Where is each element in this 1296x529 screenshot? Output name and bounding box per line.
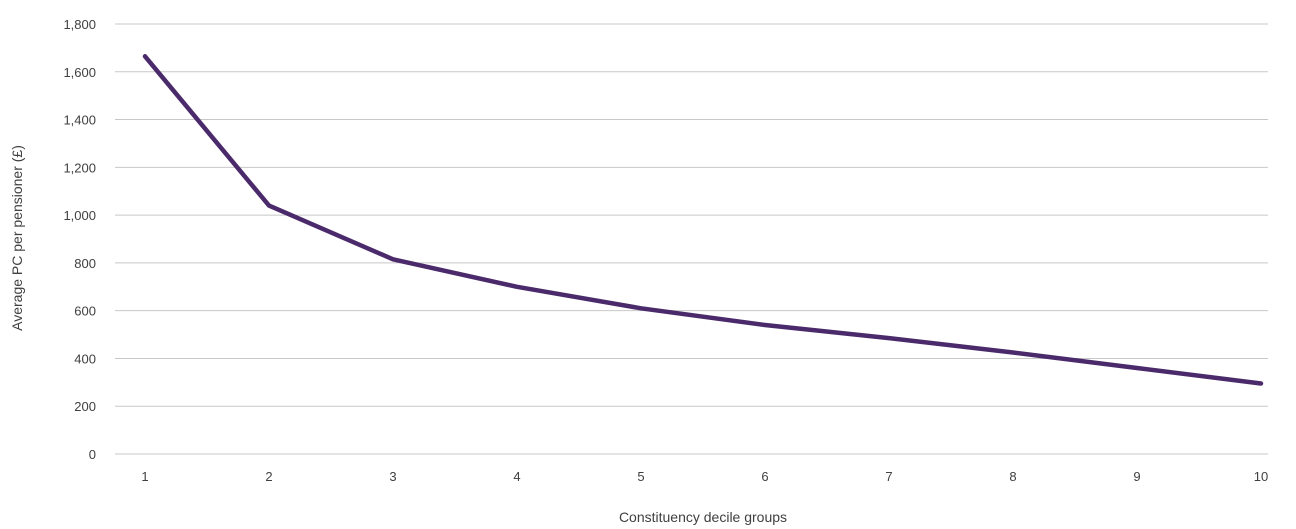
x-tick-label: 3 (389, 469, 396, 484)
y-tick-label: 400 (74, 351, 96, 366)
x-tick-label: 7 (885, 469, 892, 484)
y-axis-ticks: 0 200 400 600 800 1,000 1,200 1,400 1,600 1,800 (63, 17, 96, 462)
y-tick-label: 1,600 (63, 65, 96, 80)
x-axis-ticks: 1 2 3 4 5 6 7 8 9 10 (141, 469, 1268, 484)
x-tick-label: 10 (1254, 469, 1268, 484)
y-tick-label: 1,400 (63, 113, 96, 128)
x-tick-label: 8 (1009, 469, 1016, 484)
x-tick-label: 1 (141, 469, 148, 484)
x-tick-label: 2 (265, 469, 272, 484)
x-tick-label: 5 (637, 469, 644, 484)
y-tick-label: 1,800 (63, 17, 96, 32)
y-tick-label: 1,000 (63, 208, 96, 223)
y-tick-label: 600 (74, 304, 96, 319)
x-tick-label: 9 (1133, 469, 1140, 484)
y-axis-title: Average PC per pensioner (£) (9, 145, 25, 331)
x-tick-label: 4 (513, 469, 520, 484)
y-tick-label: 800 (74, 256, 96, 271)
y-tick-label: 0 (89, 447, 96, 462)
series-line (142, 54, 1264, 386)
x-axis-title: Constituency decile groups (619, 509, 787, 525)
x-tick-label: 6 (761, 469, 768, 484)
series-layer (142, 54, 1264, 386)
y-tick-label: 200 (74, 399, 96, 414)
y-tick-label: 1,200 (63, 160, 96, 175)
gridlines (115, 23, 1268, 455)
